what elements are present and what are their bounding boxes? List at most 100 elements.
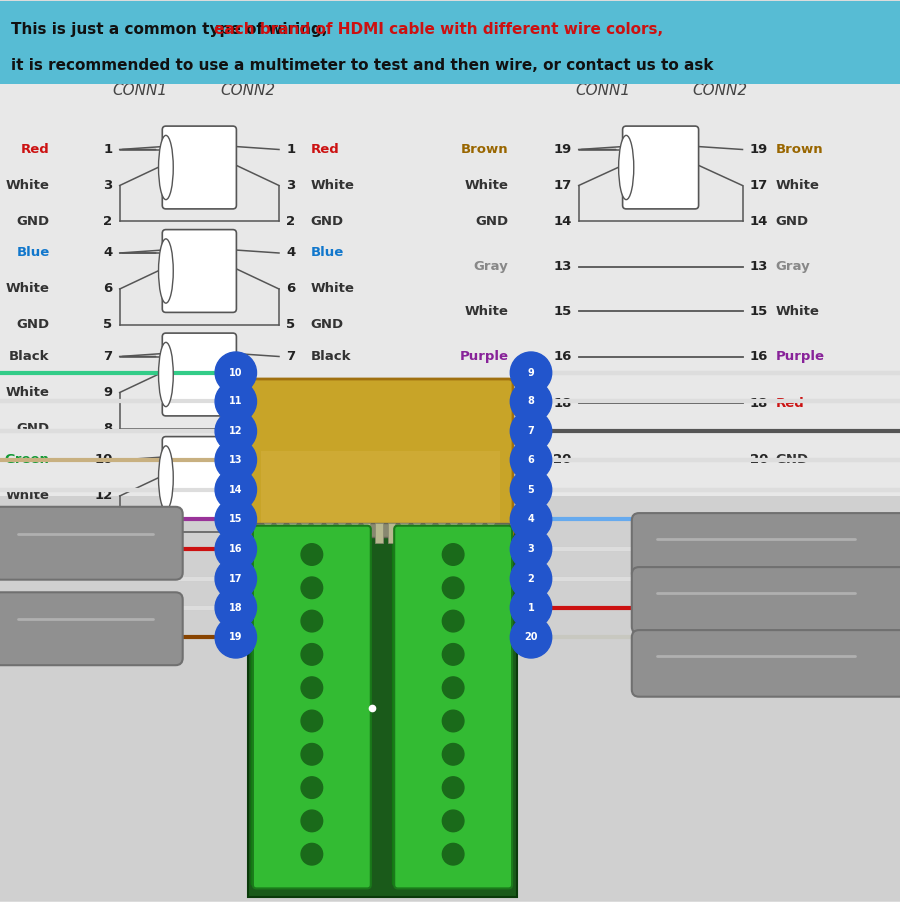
Bar [276,523,284,543]
Circle shape [510,439,552,481]
Text: 5: 5 [527,484,535,494]
Text: Black: Black [9,350,50,363]
Text: White: White [5,282,50,296]
Text: 2: 2 [527,574,535,584]
Ellipse shape [158,135,174,199]
Text: 2: 2 [286,215,295,228]
FancyBboxPatch shape [162,230,237,312]
Circle shape [442,544,464,566]
Text: Blue: Blue [16,246,50,260]
Circle shape [441,581,464,604]
FancyBboxPatch shape [394,526,512,888]
Text: Purple: Purple [776,350,824,363]
Text: GND: GND [475,454,508,466]
Text: GND: GND [310,526,344,538]
Text: 2: 2 [104,215,112,228]
Circle shape [301,644,322,665]
Text: GND: GND [16,422,50,435]
Text: White: White [464,179,508,192]
Text: Red: Red [21,143,50,156]
Text: 7: 7 [286,350,295,363]
Bar [363,523,370,543]
Text: 11: 11 [286,526,304,538]
Circle shape [301,777,322,798]
Text: 9: 9 [286,386,295,399]
Text: White: White [5,386,50,399]
Text: Red: Red [310,143,339,156]
Text: 18: 18 [750,397,768,410]
FancyBboxPatch shape [162,333,237,416]
Text: 10: 10 [229,368,243,378]
Text: White: White [310,179,355,192]
FancyBboxPatch shape [393,529,511,886]
Circle shape [442,676,464,698]
Circle shape [215,439,256,481]
Text: 4: 4 [104,246,112,260]
Text: White: White [310,490,355,502]
Text: 16: 16 [554,350,572,363]
FancyBboxPatch shape [0,507,183,580]
Bar [255,523,508,537]
FancyBboxPatch shape [632,567,900,634]
Text: Green: Green [4,454,50,466]
Circle shape [510,410,552,452]
Text: Brown: Brown [461,143,508,156]
Text: 16: 16 [750,350,768,363]
Text: 17: 17 [554,179,572,192]
Text: 10: 10 [94,454,112,466]
Bar [463,523,470,543]
Bar [413,523,420,543]
FancyBboxPatch shape [162,126,237,209]
Circle shape [301,843,322,865]
Circle shape [301,810,322,832]
Circle shape [215,469,256,511]
Bar [289,523,296,543]
Text: 5: 5 [104,318,112,332]
Text: GND: GND [776,215,809,228]
Bar [264,523,271,543]
Text: 1: 1 [286,143,295,156]
Text: 7: 7 [104,350,112,363]
Text: 11: 11 [94,526,112,538]
Text: Green: Green [310,454,356,466]
Bar [0,496,900,901]
Circle shape [301,710,322,732]
Text: 6: 6 [286,282,295,296]
Text: each brand of HDMI cable with different wire colors,: each brand of HDMI cable with different … [214,23,663,37]
Circle shape [442,710,464,732]
Circle shape [441,780,464,804]
Circle shape [215,381,256,422]
Text: 18: 18 [229,603,243,612]
Circle shape [215,617,256,658]
Circle shape [299,713,322,737]
Bar [0,1,900,84]
Text: Gray: Gray [776,260,811,273]
Bar [326,523,333,543]
Text: 19: 19 [554,143,572,156]
Text: 6: 6 [527,455,535,465]
Text: White: White [776,305,820,318]
Text: it is recommended to use a multimeter to test and then wire, or contact us to as: it is recommended to use a multimeter to… [11,59,714,73]
Circle shape [442,810,464,832]
Bar [0,1,900,91]
Circle shape [510,469,552,511]
Circle shape [510,558,552,600]
Circle shape [442,843,464,865]
Text: 13: 13 [750,260,768,273]
Text: White: White [5,179,50,192]
Circle shape [299,747,322,770]
Text: Black: Black [310,350,351,363]
Circle shape [299,581,322,604]
Text: 3: 3 [527,544,535,554]
Circle shape [510,352,552,393]
Text: 7: 7 [527,427,535,437]
FancyBboxPatch shape [250,379,513,537]
Bar [475,523,482,543]
Bar [425,523,432,543]
Text: 8: 8 [286,422,295,435]
Text: 6: 6 [104,282,112,296]
Circle shape [215,352,256,393]
Text: 3: 3 [104,179,112,192]
Text: GND: GND [310,318,344,332]
Text: 14: 14 [554,215,572,228]
